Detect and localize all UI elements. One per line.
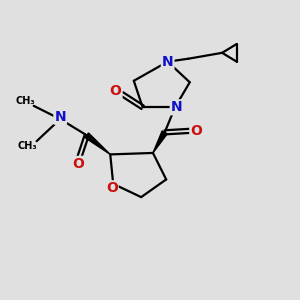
Text: N: N — [171, 100, 182, 114]
Text: O: O — [190, 124, 202, 138]
Text: CH₃: CH₃ — [18, 142, 38, 152]
Polygon shape — [153, 131, 167, 153]
Text: O: O — [106, 181, 118, 195]
Text: O: O — [110, 84, 122, 98]
Polygon shape — [85, 133, 110, 154]
Text: CH₃: CH₃ — [15, 95, 35, 106]
Text: N: N — [162, 55, 173, 69]
Text: O: O — [72, 157, 84, 171]
Text: N: N — [54, 110, 66, 124]
